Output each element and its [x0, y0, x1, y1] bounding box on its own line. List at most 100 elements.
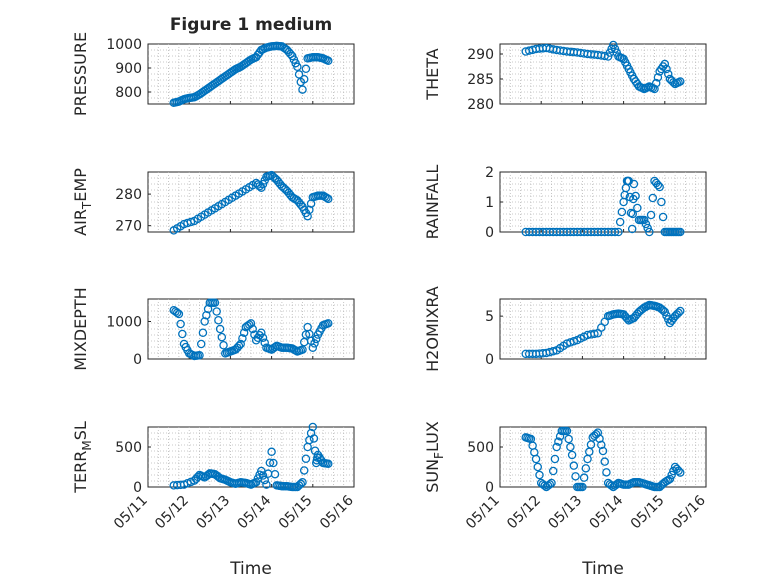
data-point	[257, 328, 266, 337]
data-point-interp	[248, 324, 257, 334]
y-tick-label: 0	[133, 480, 142, 496]
series-markers	[169, 41, 333, 108]
data-point-interp	[322, 193, 331, 203]
y-axis-label: AIRTEMP	[71, 168, 94, 236]
grid	[148, 427, 354, 487]
x-tick-label: 05/14	[235, 492, 275, 532]
subplot-rainfall: 0 1 2 RAINFALL	[423, 165, 707, 241]
data-point-interp	[535, 470, 544, 480]
data-point-interp	[658, 212, 668, 222]
data-point-interp	[309, 434, 319, 443]
data-point-interp	[296, 479, 306, 489]
data-point-interp	[646, 210, 656, 220]
data-point-interp	[617, 207, 627, 217]
data-point-interp	[631, 191, 640, 201]
y-tick-label: 0	[485, 480, 494, 496]
data-point-interp	[214, 315, 223, 325]
data-point-interp	[628, 209, 638, 219]
data-point	[676, 77, 685, 86]
y-axis-label: MIXDEPTH	[71, 287, 90, 370]
y-axis-label-rest: LUX	[423, 421, 442, 452]
y-axis-label-rest: SL	[71, 421, 90, 440]
data-point	[298, 345, 307, 354]
data-point-interp	[219, 340, 228, 350]
data-point-interp	[239, 328, 249, 337]
data-point-interp	[643, 223, 652, 233]
data-point	[215, 324, 225, 334]
y-tick-label: 2	[485, 165, 494, 181]
data-point	[323, 56, 333, 66]
subplot-mixdepth: 0 1000 MIXDEPTH	[71, 287, 355, 371]
y-tick-label: 5	[485, 309, 494, 325]
data-point	[567, 450, 577, 460]
data-point	[308, 343, 318, 352]
data-point	[598, 446, 608, 456]
y-tick-label: 0	[133, 352, 142, 368]
data-point-interp	[564, 434, 573, 444]
data-point-interp	[674, 308, 683, 317]
data-point-interp	[186, 217, 196, 227]
y-tick-label: 280	[115, 187, 142, 203]
data-point-interp	[641, 219, 651, 229]
data-point-interp	[566, 442, 575, 452]
data-point	[676, 306, 685, 316]
x-tick-label: 05/15	[628, 493, 668, 533]
data-point-interp	[674, 466, 683, 475]
y-axis-label: RAINFALL	[423, 165, 442, 240]
y-axis-label-main: THETA	[423, 48, 442, 100]
data-point-interp	[258, 333, 268, 342]
y-axis-label: PRESSURE	[71, 32, 90, 116]
data-point-interp	[662, 64, 671, 74]
data-point-interp	[590, 329, 599, 339]
data-point-interp	[265, 458, 275, 467]
data-point-interp	[270, 469, 280, 479]
data-point-interp	[176, 319, 185, 329]
data-point-interp	[310, 339, 319, 348]
y-axis-label: TERRMSL	[71, 421, 94, 494]
data-point-interp	[569, 461, 579, 470]
data-point-interp	[595, 434, 604, 443]
data-point	[174, 309, 184, 319]
y-axis-label-main: H2OMIXRA	[423, 286, 442, 372]
subplot-pressure: 800 900 1000 PRESSURE	[71, 32, 355, 116]
x-tick-label: 05/11	[463, 493, 503, 533]
x-axis-label: Time	[581, 559, 624, 579]
x-tick-label: 05/14	[587, 492, 627, 532]
grid	[500, 299, 706, 359]
series-markers	[521, 40, 685, 94]
data-point	[547, 478, 556, 488]
data-point	[323, 459, 333, 469]
data-point	[246, 319, 256, 328]
data-point	[262, 480, 271, 489]
y-tick-label: 500	[467, 440, 494, 456]
data-point	[308, 422, 318, 432]
data-point-interp	[301, 330, 311, 339]
subplot-terr: 0 500 05/11 05/12 05/13 05/14 05/15 05/16 TERRMS…	[71, 421, 357, 532]
subplot-theta: 280 285 290 THETA	[423, 40, 707, 113]
x-tick-label: 05/16	[317, 492, 357, 532]
data-point	[298, 477, 307, 487]
data-point	[676, 468, 685, 477]
data-point-interp	[610, 227, 620, 237]
y-axis-label-main: PRESSURE	[71, 32, 90, 116]
data-point-interp	[571, 472, 580, 481]
x-tick-label: 05/13	[193, 493, 233, 533]
data-point-interp	[581, 464, 591, 473]
data-point-interp	[238, 334, 247, 343]
data-point-interp	[648, 193, 658, 203]
data-point	[562, 426, 572, 436]
data-point-interp	[597, 440, 606, 450]
data-point-interp	[651, 78, 661, 88]
data-point-interp	[299, 466, 309, 475]
data-point-interp	[545, 480, 555, 489]
data-point-interp	[548, 347, 558, 356]
y-tick-label: 0	[485, 352, 494, 368]
data-point-interp	[217, 332, 227, 342]
data-point	[195, 350, 204, 360]
data-point-interp	[657, 197, 666, 207]
y-tick-label: 270	[115, 219, 142, 235]
y-tick-label: 1	[485, 195, 494, 211]
data-point-interp	[260, 475, 269, 485]
series-markers	[169, 422, 333, 492]
